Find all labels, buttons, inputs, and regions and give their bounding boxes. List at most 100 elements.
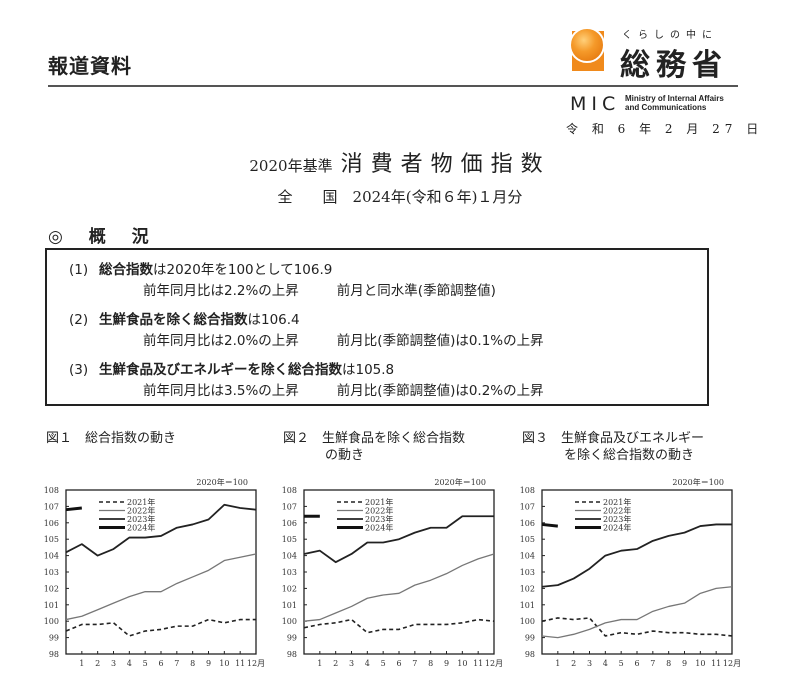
logo-abbr: MIC — [570, 93, 621, 115]
x-tick-label: 3 — [587, 659, 592, 668]
overview-box: (1) 総合指数は2020年を100として106.9 前年同月比は2.2%の上昇前… — [45, 248, 709, 406]
series-line-2022年 — [65, 553, 257, 621]
y-tick-label: 103 — [44, 568, 59, 577]
x-tick-label: 6 — [634, 659, 639, 668]
legend-label: 2022年 — [127, 506, 155, 516]
overview-heading: ◎ 概 況 — [48, 227, 159, 247]
mic-logo-sphere-icon — [569, 27, 605, 63]
x-tick-label: 8 — [190, 659, 195, 668]
series-line-2022年 — [541, 586, 733, 639]
y-tick-label: 100 — [520, 617, 535, 626]
unit-label: 2020年＝100 — [672, 477, 724, 487]
y-tick-label: 107 — [44, 502, 59, 511]
y-tick-label: 104 — [520, 552, 535, 561]
x-tick-label: 2 — [333, 659, 338, 668]
x-tick-label: 1 — [317, 659, 322, 668]
x-tick-label: 9 — [206, 659, 211, 668]
logo-ministry-name: 総務省 — [620, 48, 728, 83]
overview-item-1: (1) 総合指数は2020年を100として106.9 前年同月比は2.2%の上昇前… — [69, 262, 496, 299]
y-tick-label: 102 — [282, 584, 297, 593]
y-tick-label: 98 — [525, 650, 535, 659]
x-tick-label: 4 — [603, 659, 608, 668]
legend-label: 2022年 — [603, 506, 631, 516]
x-tick-label: 3 — [111, 659, 116, 668]
legend-label: 2022年 — [365, 506, 393, 516]
legend-label: 2024年 — [603, 523, 631, 533]
y-tick-label: 99 — [49, 634, 59, 643]
x-tick-label: 1 — [79, 659, 84, 668]
x-tick-label: 5 — [381, 659, 386, 668]
x-tick-label: 9 — [682, 659, 687, 668]
y-tick-label: 105 — [282, 535, 297, 544]
x-tick-label: 9 — [444, 659, 449, 668]
header-divider — [48, 85, 738, 87]
x-tick-label: 3 — [349, 659, 354, 668]
y-tick-label: 101 — [44, 601, 59, 610]
y-tick-label: 98 — [49, 650, 59, 659]
figure-1-title: 図１ 総合指数の動き — [46, 431, 177, 446]
x-tick-label: 8 — [428, 659, 433, 668]
x-tick-label: 10 — [219, 659, 229, 668]
logo-tagline: くらしの中に — [622, 30, 718, 41]
y-tick-label: 106 — [282, 519, 297, 528]
x-tick-label: 8 — [666, 659, 671, 668]
x-tick-label: 11 — [711, 659, 721, 668]
legend-label: 2021年 — [603, 497, 631, 507]
y-tick-label: 102 — [520, 584, 535, 593]
series-line-2023年 — [65, 503, 257, 557]
series-line-2023年 — [541, 523, 732, 588]
x-tick-label: 12月 — [247, 659, 265, 668]
release-date: 令 和 6 年 2 月 27 日 — [566, 122, 764, 136]
x-tick-label: 6 — [396, 659, 401, 668]
series-line-2024年 — [541, 522, 558, 528]
overview-item-3: (3) 生鮮食品及びエネルギーを除く総合指数は105.8 前年同月比は3.5%の上… — [69, 362, 544, 399]
press-release-label: 報道資料 — [48, 54, 132, 78]
figure-3-title: 図３ 生鮮食品及びエネルギー を除く総合指数の動き — [522, 431, 705, 463]
x-tick-label: 12月 — [723, 659, 741, 668]
x-tick-label: 6 — [158, 659, 163, 668]
y-tick-label: 108 — [520, 486, 535, 495]
y-tick-label: 98 — [287, 650, 297, 659]
series-line-2021年 — [303, 618, 495, 634]
x-tick-label: 7 — [650, 659, 655, 668]
x-tick-label: 4 — [127, 659, 132, 668]
logo-english-name: Ministry of Internal Affairs and Communi… — [625, 94, 724, 112]
plot-area — [541, 489, 733, 655]
x-tick-label: 2 — [95, 659, 100, 668]
x-tick-label: 2 — [571, 659, 576, 668]
y-tick-label: 99 — [287, 634, 297, 643]
x-tick-label: 12月 — [485, 659, 503, 668]
y-tick-label: 100 — [44, 617, 59, 626]
page-title: 2020年基準 消費者物価指数 — [249, 152, 551, 177]
legend-label: 2024年 — [127, 523, 155, 533]
legend-label: 2021年 — [365, 497, 393, 507]
y-tick-label: 105 — [44, 535, 59, 544]
y-tick-label: 106 — [520, 519, 535, 528]
legend-label: 2023年 — [127, 514, 155, 524]
series-line-2022年 — [303, 553, 495, 622]
x-tick-label: 5 — [143, 659, 148, 668]
x-tick-label: 11 — [473, 659, 483, 668]
x-tick-label: 1 — [555, 659, 560, 668]
legend-label: 2024年 — [365, 523, 393, 533]
x-tick-label: 10 — [695, 659, 705, 668]
y-tick-label: 108 — [44, 486, 59, 495]
x-tick-label: 10 — [457, 659, 467, 668]
y-tick-label: 105 — [520, 535, 535, 544]
legend-label: 2023年 — [365, 514, 393, 524]
page-subtitle: 全 国 2024年(令和６年)１月分 — [277, 188, 523, 206]
x-tick-label: 11 — [235, 659, 245, 668]
series-line-2021年 — [65, 618, 256, 637]
y-tick-label: 107 — [520, 502, 535, 511]
x-tick-label: 5 — [619, 659, 624, 668]
y-tick-label: 106 — [44, 519, 59, 528]
y-tick-label: 104 — [282, 552, 297, 561]
x-tick-label: 7 — [174, 659, 179, 668]
y-tick-label: 103 — [520, 568, 535, 577]
y-tick-label: 101 — [520, 601, 535, 610]
overview-item-2: (2) 生鮮食品を除く総合指数は106.4 前年同月比は2.0%の上昇 前月比(季節… — [69, 312, 544, 349]
legend-label: 2023年 — [603, 514, 631, 524]
y-tick-label: 100 — [282, 617, 297, 626]
series-line-2023年 — [303, 515, 494, 564]
